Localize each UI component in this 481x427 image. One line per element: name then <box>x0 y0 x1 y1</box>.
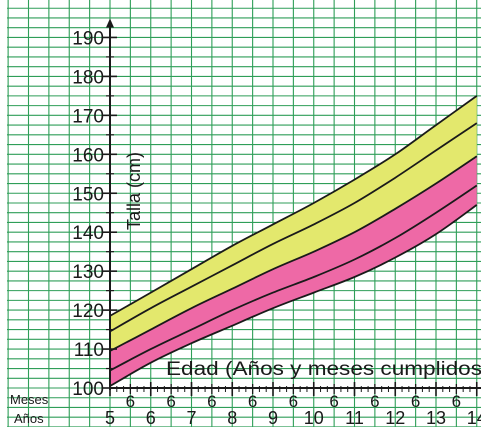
y-tick-label: 130 <box>72 262 104 283</box>
y-tick-label: 160 <box>72 145 104 166</box>
x-tick-label-year: 8 <box>227 408 237 427</box>
x-tick-label-month: 6 <box>370 392 379 411</box>
x-tick-label-month: 6 <box>207 392 216 411</box>
series-line-2 <box>109 122 478 333</box>
y-tick-labels: 100 110 120 130 140 150 160 170 180 190 <box>72 28 104 400</box>
series-lines <box>109 95 478 387</box>
x-tick-label-year: 7 <box>186 408 196 427</box>
y-tick-label: 180 <box>72 67 104 88</box>
x-tick-label-year: 12 <box>385 408 405 427</box>
x-tick-label-year: 5 <box>105 408 115 427</box>
x-tick-label-year: 13 <box>426 408 446 427</box>
x-tick-labels: 566676869610611612613614 <box>105 392 481 427</box>
x-tick-label-month: 6 <box>166 392 175 411</box>
x-tick-label-year: 14 <box>467 408 481 427</box>
y-tick-label: 190 <box>72 28 104 49</box>
series-line-1 <box>109 95 478 317</box>
series-line-5 <box>109 204 478 387</box>
y-tick-label: 140 <box>72 223 104 244</box>
y-tick-label: 120 <box>72 301 104 322</box>
x-axis-label: Edad (Años y meses cumplidos <box>166 359 481 380</box>
y-axis-arrow <box>106 18 114 28</box>
x-tick-label-month: 6 <box>126 392 135 411</box>
x-tick-label-year: 10 <box>304 408 324 427</box>
x-tick-label-month: 6 <box>329 392 338 411</box>
x-tick-label-year: 6 <box>146 408 156 427</box>
upper-band <box>110 95 477 352</box>
axes <box>103 18 481 396</box>
y-tick-label: 110 <box>74 340 104 361</box>
x-tick-label-year: 9 <box>268 408 278 427</box>
x-tick-label-month: 6 <box>289 392 298 411</box>
x-tick-label-year: 11 <box>345 408 364 427</box>
x-tick-label-month: 6 <box>248 392 257 411</box>
y-tick-label: 170 <box>72 106 104 127</box>
months-row-label: Meses <box>10 392 49 407</box>
x-tick-label-month: 6 <box>411 392 420 411</box>
years-row-label: Años <box>14 411 44 426</box>
y-tick-label: 150 <box>72 184 104 205</box>
series-line-4 <box>109 184 478 372</box>
y-tick-label: 100 <box>72 379 104 400</box>
lower-band <box>110 156 477 387</box>
series-line-3 <box>109 155 478 352</box>
x-tick-label-month: 6 <box>452 392 461 411</box>
y-axis-label: Talla (cm) <box>124 152 144 230</box>
